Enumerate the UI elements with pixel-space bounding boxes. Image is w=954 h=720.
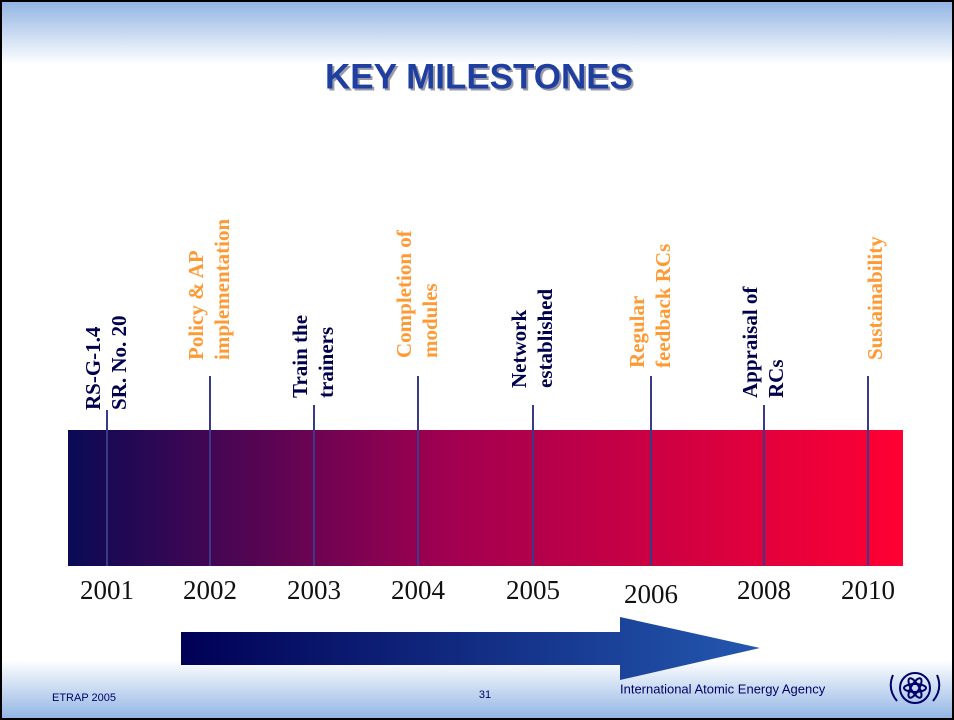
logo bbox=[889, 672, 941, 704]
timeline-bar bbox=[68, 430, 903, 566]
milestone-label: Train the bbox=[288, 315, 312, 398]
milestone-label: Regular bbox=[625, 296, 649, 368]
milestone-label: modules bbox=[418, 283, 442, 358]
year-label: 2005 bbox=[506, 575, 560, 605]
year-label: 2001 bbox=[80, 575, 134, 605]
milestone-label: RS-G-1.4 bbox=[81, 326, 105, 410]
milestone-label: Appraisal of bbox=[738, 286, 762, 398]
footer-band bbox=[0, 660, 954, 720]
year-label: 2003 bbox=[287, 575, 341, 605]
progress-arrow bbox=[181, 617, 760, 680]
milestone-label: Sustainability bbox=[863, 236, 887, 360]
year-label: 2008 bbox=[737, 575, 791, 605]
milestone-label: trainers bbox=[314, 327, 338, 398]
milestone-label: SR. No. 20 bbox=[107, 315, 131, 410]
milestone-label: feedback RCs bbox=[651, 244, 675, 368]
milestone-label: Completion of bbox=[392, 229, 416, 358]
year-label: 2006 bbox=[624, 579, 678, 609]
year-label: 2004 bbox=[391, 575, 446, 605]
year-label: 2002 bbox=[183, 575, 237, 605]
milestone-label: implementation bbox=[210, 219, 234, 360]
footer-left: ETRAP 2005 bbox=[52, 692, 116, 704]
page-number: 31 bbox=[479, 689, 491, 701]
milestone-label: established bbox=[533, 288, 557, 388]
milestone-label: Network bbox=[507, 310, 531, 388]
organization: International Atomic Energy Agency bbox=[620, 681, 826, 696]
year-label: 2010 bbox=[841, 575, 895, 605]
title: KEY MILESTONES bbox=[325, 57, 633, 96]
milestone-label: RCs bbox=[764, 359, 788, 398]
title-shadow: KEY MILESTONES bbox=[327, 59, 635, 98]
milestone-label: Policy & AP bbox=[184, 250, 208, 360]
